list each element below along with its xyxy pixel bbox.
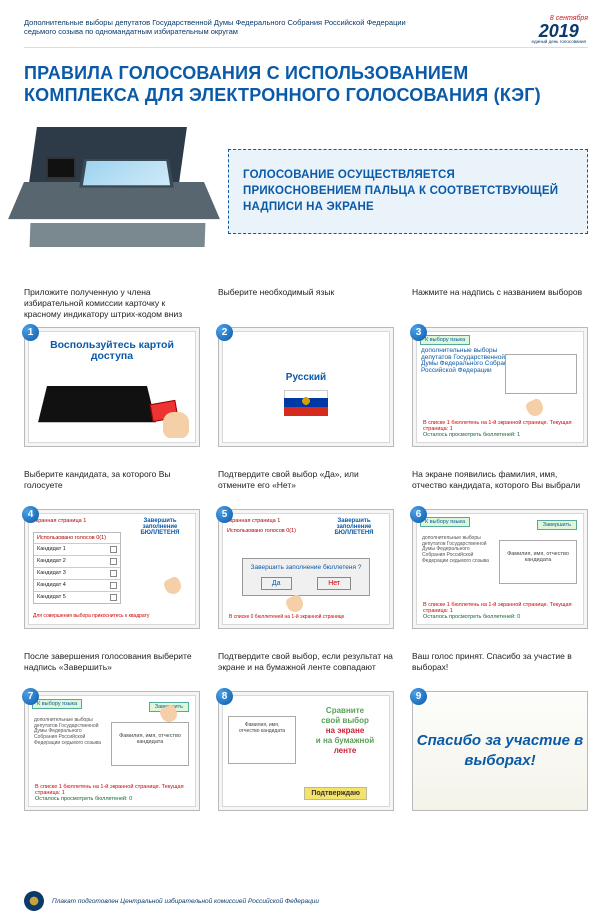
finish-ballot-label: Завершить заполнение БЮЛЛЕТЕНЯ [129, 518, 191, 537]
footer: Плакат подготовлен Центральной избирател… [24, 891, 588, 911]
step-badge: 3 [410, 324, 427, 341]
logo-day: 8 сентября [550, 15, 588, 22]
votes-used-label: Использовано голосов 0(1) [34, 533, 120, 543]
step-screenshot: Воспользуйтесь картой доступа [24, 327, 200, 447]
votes-used-label: Использовано голосов 0(1) [227, 528, 296, 534]
confirm-dialog: Завершить заполнение бюллетеня ? Да Нет [242, 558, 370, 596]
step-9: Ваш голос принят. Спасибо за участие в в… [412, 651, 588, 811]
step-badge: 8 [216, 688, 233, 705]
hand-pointer-icon [524, 397, 545, 418]
back-button: К выбору языка [420, 335, 470, 345]
coat-of-arms-icon [297, 392, 315, 410]
dialog-question: Завершить заполнение бюллетеня ? [248, 564, 364, 571]
screen-title: Воспользуйтесь картой доступа [29, 340, 195, 363]
status-line: В списке 1 бюллетень на 1-й экранной стр… [35, 784, 189, 802]
step-desc: После завершения голосования выберите на… [24, 651, 200, 687]
back-button: К выбору языка [420, 517, 470, 527]
cec-seal-icon [24, 891, 44, 911]
back-button: К выбору языка [32, 699, 82, 709]
step-8: Подтвердите свой выбор, если результат н… [218, 651, 394, 811]
step-desc: Ваш голос принят. Спасибо за участие в в… [412, 651, 588, 687]
hand-pointer-icon [162, 575, 183, 596]
finish-button: Завершить [537, 520, 577, 530]
candidate-name-box: Фамилия, имя, отчество кандидата [499, 540, 577, 584]
step-6: На экране появились фамилия, имя, отчест… [412, 469, 588, 629]
step-screenshot: экранная страница 1 Завершить заполнение… [24, 509, 200, 629]
no-button: Нет [317, 577, 351, 590]
step-desc: Подтвердите свой выбор «Да», или отменит… [218, 469, 394, 505]
yes-button: Да [261, 577, 292, 590]
candidate-name-box: Фамилия, имя, отчество кандидата [111, 722, 189, 766]
step-2: Выберите необходимый язык 2 Русский [218, 287, 394, 447]
step-4: Выберите кандидата, за которого Вы голос… [24, 469, 200, 629]
step-desc: Выберите кандидата, за которого Вы голос… [24, 469, 200, 505]
candidate-name-box: Фамилия, имя, отчество кандидата [228, 716, 296, 764]
step-screenshot: К выбору языка Завершить дополнительные … [24, 691, 200, 811]
candidate-list: Использовано голосов 0(1) Кандидат 1 Кан… [33, 532, 121, 604]
step-desc: На экране появились фамилия, имя, отчест… [412, 469, 588, 505]
election-name-text: дополнительные выборы депутатов Государс… [34, 718, 102, 747]
steps-grid: Приложите полученную у члена избирательн… [24, 287, 588, 811]
language-label: Русский [223, 372, 389, 383]
status-line: В списке 1 бюллетень на 1-й экранной стр… [423, 420, 577, 438]
hero-section: ГОЛОСОВАНИЕ ОСУЩЕСТВЛЯЕТСЯ ПРИКОСНОВЕНИЕ… [24, 127, 588, 257]
thank-you-message: Спасибо за участие в выборах! [413, 692, 587, 810]
card-reader-illustration [38, 386, 156, 422]
step-badge: 7 [22, 688, 39, 705]
step-desc: Подтвердите свой выбор, если результат н… [218, 651, 394, 687]
ballot-preview-box [505, 354, 577, 394]
step-desc: Приложите полученную у члена избирательн… [24, 287, 200, 323]
logo-subtitle: единый день голосования [532, 40, 586, 45]
divider [24, 47, 588, 48]
instruction-note: Для совершения выбора прикоснитесь к ква… [33, 614, 149, 620]
step-3: Нажмите на надпись с названием выборов 3… [412, 287, 588, 447]
finish-ballot-label: Завершить заполнение БЮЛЛЕТЕНЯ [323, 518, 385, 537]
step-screenshot: К выбору языка дополнительные выборы деп… [412, 327, 588, 447]
step-badge: 5 [216, 506, 233, 523]
step-1: Приложите полученную у члена избирательн… [24, 287, 200, 447]
candidate-row: Кандидат 5 [34, 591, 120, 603]
candidate-row: Кандидат 3 [34, 567, 120, 579]
candidate-row: Кандидат 1 [34, 543, 120, 555]
election-name-text: дополнительные выборы депутатов Государс… [422, 536, 490, 565]
step-badge: 2 [216, 324, 233, 341]
footer-text: Плакат подготовлен Центральной избирател… [52, 898, 319, 905]
step-badge: 9 [410, 688, 427, 705]
page-indicator: экранная страница 1 [227, 518, 280, 524]
step-badge: 4 [22, 506, 39, 523]
compare-message: Сравните свой выбор на экране и на бумаж… [306, 706, 384, 756]
step-badge: 6 [410, 506, 427, 523]
candidate-row: Кандидат 4 [34, 579, 120, 591]
candidate-row: Кандидат 2 [34, 555, 120, 567]
step-screenshot: Фамилия, имя, отчество кандидата Сравнит… [218, 691, 394, 811]
step-7: После завершения голосования выберите на… [24, 651, 200, 811]
step-badge: 1 [22, 324, 39, 341]
header-disclaimer: Дополнительные выборы депутатов Государс… [24, 18, 424, 37]
step-desc: Нажмите на надпись с названием выборов [412, 287, 588, 323]
step-screenshot: Русский [218, 327, 394, 447]
logo-2019: 8 сентября 2019 единый день голосования [532, 22, 586, 45]
status-line: В списке 0 бюллетеней на 1-й экранной ст… [229, 614, 383, 620]
voting-device-illustration [24, 127, 214, 257]
page-indicator: экранная страница 1 [33, 518, 86, 524]
confirm-button: Подтверждаю [304, 787, 367, 800]
step-screenshot: К выбору языка Завершить дополнительные … [412, 509, 588, 629]
step-desc: Выберите необходимый язык [218, 287, 394, 323]
hand-pointer-icon [284, 593, 305, 614]
step-screenshot: экранная страница 1 Завершить заполнение… [218, 509, 394, 629]
main-title: ПРАВИЛА ГОЛОСОВАНИЯ С ИСПОЛЬЗОВАНИЕМ КОМ… [24, 62, 588, 107]
status-line: В списке 1 бюллетень на 1-й экранной стр… [423, 602, 577, 620]
step-5: Подтвердите свой выбор «Да», или отменит… [218, 469, 394, 629]
hand-icon [163, 412, 189, 438]
logo-year: 2019 [532, 22, 586, 40]
step-screenshot: Спасибо за участие в выборах! [412, 691, 588, 811]
hero-banner: ГОЛОСОВАНИЕ ОСУЩЕСТВЛЯЕТСЯ ПРИКОСНОВЕНИЕ… [228, 149, 588, 234]
